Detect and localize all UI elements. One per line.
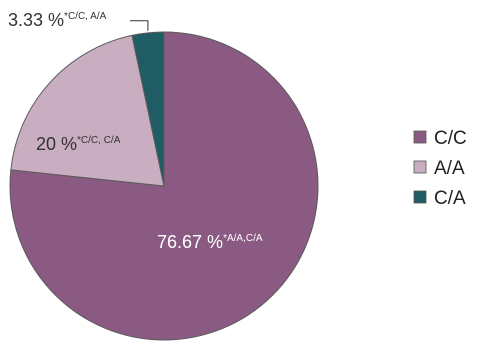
legend-swatch (413, 130, 427, 144)
legend-label: C/A (434, 188, 466, 209)
legend-label: C/C (434, 128, 467, 149)
pie-slices (9, 31, 319, 341)
slice-label-c-c: 76.67 %*A/A,C/A (157, 232, 263, 252)
slice-note-text: *A/A,C/A (223, 233, 263, 244)
slice-note-text: *C/C, A/A (64, 11, 107, 22)
legend-swatch (413, 190, 427, 204)
pie-slice-a-a (10, 34, 165, 187)
leader-line (130, 20, 149, 31)
pie-labels: 76.67 %*A/A,C/A20 %*C/C, C/A3.33 %*C/C, … (8, 10, 263, 252)
slice-label-a-a: 20 %*C/C, C/A (36, 134, 121, 154)
slice-value-text: 20 % (36, 134, 77, 154)
pie-slice-c-a (131, 31, 165, 187)
legend-item-c-c: C/C (413, 128, 467, 149)
slice-value-text: 3.33 % (8, 10, 64, 30)
legend-label: A/A (434, 158, 465, 179)
slice-note-text: *C/C, C/A (77, 135, 121, 146)
legend-item-a-a: A/A (413, 158, 465, 179)
slice-value-text: 76.67 % (157, 232, 223, 252)
slice-label-c-a: 3.33 %*C/C, A/A (8, 10, 107, 30)
legend-swatch (413, 160, 427, 174)
legend-item-c-a: C/A (413, 188, 466, 209)
legend: C/C A/A C/A (413, 128, 467, 209)
